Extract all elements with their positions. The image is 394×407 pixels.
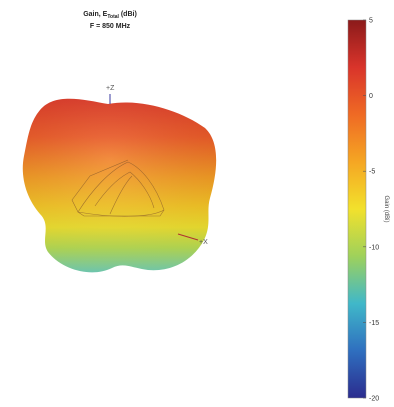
colorbar-bar [347, 19, 367, 399]
colorbar-tick-label: -10 [369, 244, 379, 251]
antenna-wireframe [71, 159, 165, 217]
chart-subtitle: F = 850 MHz [90, 23, 131, 30]
colorbar-tick-label: -15 [369, 320, 379, 327]
colorbar: 5 0 -5 -10 -15 -20 Gain (dBi) [347, 18, 389, 403]
colorbar-tick-label: 0 [369, 93, 373, 100]
colorbar-tick-label: -20 [369, 396, 379, 403]
x-axis: +X [177, 233, 208, 246]
radiation-pattern-surface [22, 98, 217, 273]
colorbar-ticks: 5 0 -5 -10 -15 -20 [363, 18, 379, 403]
z-axis-label: +Z [106, 85, 115, 92]
colorbar-tick-label: 5 [369, 18, 373, 25]
x-axis-label: +X [199, 239, 208, 246]
colorbar-label: Gain (dBi) [383, 195, 389, 222]
chart-title: Gain, ETotal (dBi) [83, 11, 137, 20]
colorbar-tick-label: -5 [369, 169, 375, 176]
z-axis: +Z [106, 85, 115, 104]
